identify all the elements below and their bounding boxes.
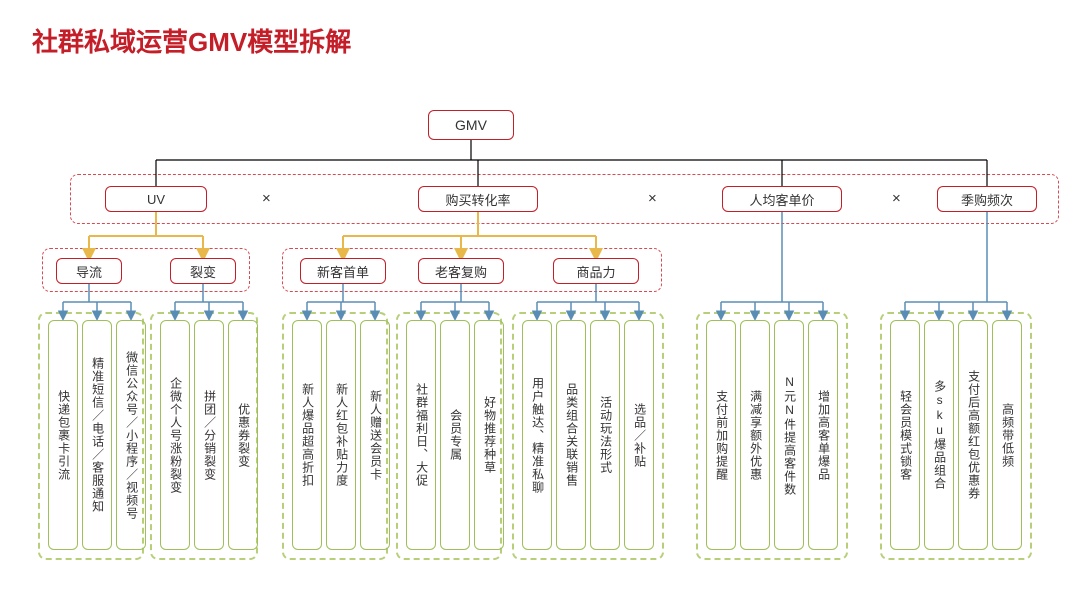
node-uv: UV	[105, 186, 207, 212]
leaf-0-1: 精准短信／电话／客服通知	[82, 320, 112, 550]
leaf-3-1: 会员专属	[440, 320, 470, 550]
leaf-4-3: 选品／补贴	[624, 320, 654, 550]
leaf-5-1: 满减享额外优惠	[740, 320, 770, 550]
leaf-6-3: 高频带低频	[992, 320, 1022, 550]
node-shangpin: 商品力	[553, 258, 639, 284]
leaf-1-2: 优惠券裂变	[228, 320, 258, 550]
node-root: GMV	[428, 110, 514, 140]
leaf-5-2: N元N件提高客件数	[774, 320, 804, 550]
operator-0: ×	[262, 190, 271, 207]
leaf-1-0: 企微个人号涨粉裂变	[160, 320, 190, 550]
leaf-5-0: 支付前加购提醒	[706, 320, 736, 550]
leaf-2-0: 新人爆品超高折扣	[292, 320, 322, 550]
dashed-group-0	[70, 174, 1059, 224]
leaf-2-1: 新人红包补贴力度	[326, 320, 356, 550]
leaf-4-2: 活动玩法形式	[590, 320, 620, 550]
node-conv: 购买转化率	[418, 186, 538, 212]
node-xinke: 新客首单	[300, 258, 386, 284]
leaf-1-1: 拼团／分销裂变	[194, 320, 224, 550]
leaf-4-0: 用户触达、精准私聊	[522, 320, 552, 550]
node-liebian: 裂变	[170, 258, 236, 284]
node-daoliu: 导流	[56, 258, 122, 284]
page-title: 社群私域运营GMV模型拆解	[32, 22, 351, 59]
operator-1: ×	[648, 190, 657, 207]
node-freq: 季购频次	[937, 186, 1037, 212]
leaf-6-2: 支付后高额红包优惠券	[958, 320, 988, 550]
leaf-5-3: 增加高客单爆品	[808, 320, 838, 550]
leaf-2-2: 新人赠送会员卡	[360, 320, 390, 550]
node-price: 人均客单价	[722, 186, 842, 212]
leaf-6-0: 轻会员模式锁客	[890, 320, 920, 550]
node-laoke: 老客复购	[418, 258, 504, 284]
operator-2: ×	[892, 190, 901, 207]
leaf-3-2: 好物推荐种草	[474, 320, 504, 550]
leaf-0-2: 微信公众号／小程序／视频号	[116, 320, 146, 550]
leaf-3-0: 社群福利日、大促	[406, 320, 436, 550]
leaf-0-0: 快递包裹卡引流	[48, 320, 78, 550]
leaf-6-1: 多sku爆品组合	[924, 320, 954, 550]
leaf-4-1: 品类组合关联销售	[556, 320, 586, 550]
